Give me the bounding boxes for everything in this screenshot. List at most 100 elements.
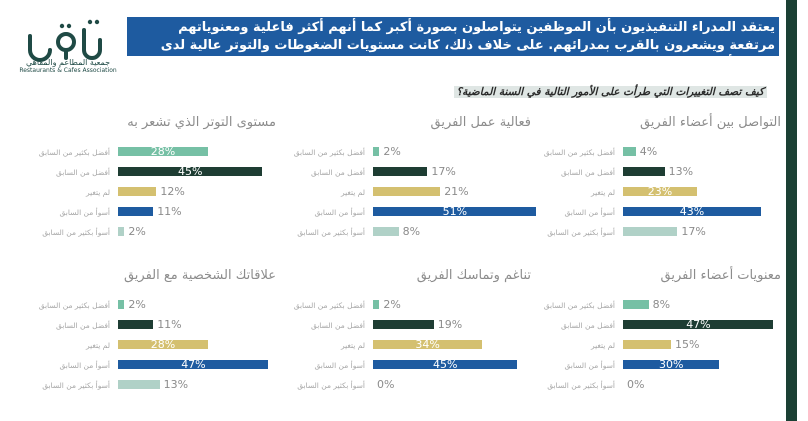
- chart-row: أسوأ بكثير من السابق 2%: [32, 223, 282, 243]
- category-label: لم يتغير: [340, 188, 365, 197]
- data-bar: [373, 167, 428, 176]
- chart-title: معنويات أعضاء الفريق: [660, 268, 781, 283]
- value-label: 19%: [437, 318, 463, 331]
- chart-row: أسوأ من السابق 47%: [32, 356, 282, 376]
- value-label: 4%: [639, 145, 658, 158]
- category-label: أسوأ من السابق: [314, 361, 365, 370]
- chart-row: لم يتغير 12%: [32, 183, 282, 203]
- category-label: أفضل من السابق: [310, 321, 365, 330]
- survey-question: كيف تصف التغييرات التي طرأت على الأمور ا…: [453, 86, 767, 98]
- chart-panel-personal-relations: علاقاتك الشخصية مع الفريق أفضل بكثير من ا…: [32, 268, 282, 408]
- value-label: 45%: [178, 165, 203, 178]
- chart-panel-team-morale: معنويات أعضاء الفريق أفضل بكثير من السابق…: [537, 268, 787, 408]
- value-label: 0%: [627, 378, 645, 391]
- logo-caption-arabic: جمعية المطاعم والمقاهي: [25, 58, 111, 67]
- data-bar: [623, 187, 697, 196]
- chart-panel-communication: التواصل بين أعضاء الفريق أفضل بكثير من ال…: [537, 115, 787, 255]
- category-label: أفضل بكثير من السابق: [543, 301, 615, 310]
- value-label: 2%: [383, 145, 401, 158]
- value-label: 30%: [659, 358, 684, 371]
- category-label: أسوأ من السابق: [564, 361, 615, 370]
- chart-row: لم يتغير 28%: [32, 336, 282, 356]
- value-label: 11%: [157, 205, 182, 218]
- category-label: أفضل بكثير من السابق: [38, 301, 110, 310]
- value-label: 34%: [415, 338, 440, 351]
- category-label: أسوأ بكثير من السابق: [297, 381, 365, 390]
- category-label: لم يتغير: [85, 341, 110, 350]
- chart-row: أسوأ بكثير من السابق 17%: [537, 223, 787, 243]
- summary-banner: يعتقد المدراء التنفيذيون بأن الموظفين يت…: [127, 17, 779, 71]
- value-label: 17%: [431, 165, 456, 178]
- chart-row: أفضل من السابق 11%: [32, 316, 282, 336]
- data-bar: [623, 227, 678, 236]
- chart-panel-team-effectiveness: فعالية عمل الفريق أفضل بكثير من السابق 2% أ…: [287, 115, 537, 255]
- value-label: 2%: [128, 298, 146, 311]
- data-bar: [373, 300, 380, 309]
- chart-title: علاقاتك الشخصية مع الفريق: [123, 268, 276, 283]
- data-bar: [373, 320, 434, 329]
- chart-row: أسوأ بكثير من السابق 0%: [287, 376, 537, 396]
- chart-title: مستوى التوتر الذي تشعر به: [127, 115, 276, 130]
- chart-row: أسوأ من السابق 45%: [287, 356, 537, 376]
- data-bar: [118, 147, 208, 156]
- data-bar: [118, 227, 125, 236]
- chart-row: أفضل بكثير من السابق 28%: [32, 143, 282, 163]
- chart-title: التواصل بين أعضاء الفريق: [639, 115, 781, 130]
- category-label: أفضل من السابق: [560, 168, 615, 177]
- chart-row: أفضل بكثير من السابق 2%: [287, 143, 537, 163]
- accent-bar: [786, 0, 797, 421]
- category-label: لم يتغير: [590, 188, 615, 197]
- chart-row: أسوأ من السابق 11%: [32, 203, 282, 223]
- data-bar: [623, 340, 671, 349]
- data-bar: [623, 300, 649, 309]
- category-label: أفضل بكثير من السابق: [543, 148, 615, 157]
- value-label: 23%: [647, 185, 673, 198]
- category-label: أسوأ بكثير من السابق: [297, 228, 365, 237]
- value-label: 47%: [686, 318, 711, 331]
- chart-row: أفضل من السابق 17%: [287, 163, 537, 183]
- category-label: أسوأ بكثير من السابق: [547, 228, 615, 237]
- data-bar: [118, 187, 157, 196]
- category-label: لم يتغير: [340, 341, 365, 350]
- data-bar: [118, 380, 160, 389]
- chart-row: أسوأ من السابق 43%: [537, 203, 787, 223]
- data-bar: [118, 360, 269, 369]
- chart-row: لم يتغير 21%: [287, 183, 537, 203]
- value-label: 13%: [163, 378, 189, 391]
- value-label: 15%: [675, 338, 700, 351]
- data-bar: [623, 360, 719, 369]
- value-label: 51%: [442, 205, 468, 218]
- chart-row: أفضل بكثير من السابق 8%: [537, 296, 787, 316]
- value-label: 2%: [128, 225, 146, 238]
- category-label: أسوأ من السابق: [564, 208, 615, 217]
- value-label: 17%: [681, 225, 706, 238]
- chart-panel-team-cohesion: تناغم وتماسك الفريق أفضل بكثير من السابق 2…: [287, 268, 537, 408]
- data-bar: [623, 320, 774, 329]
- data-bar: [373, 207, 537, 216]
- chart-row: أسوأ بكثير من السابق 13%: [32, 376, 282, 396]
- data-bar: [118, 300, 125, 309]
- chart-row: أسوأ بكثير من السابق 0%: [537, 376, 787, 396]
- category-label: أسوأ من السابق: [314, 208, 365, 217]
- chart-row: أسوأ من السابق 30%: [537, 356, 787, 376]
- category-label: أسوأ بكثير من السابق: [42, 381, 110, 390]
- category-label: أفضل من السابق: [560, 321, 615, 330]
- category-label: أفضل من السابق: [310, 168, 365, 177]
- logo-caption-english: Restaurants & Cafes Association: [19, 67, 117, 74]
- data-bar: [373, 227, 399, 236]
- category-label: أسوأ من السابق: [59, 361, 110, 370]
- data-bar: [118, 167, 262, 176]
- value-label: 11%: [157, 318, 182, 331]
- category-label: أفضل من السابق: [55, 321, 110, 330]
- chart-title: تناغم وتماسك الفريق: [416, 268, 531, 283]
- chart-row: أسوأ بكثير من السابق 8%: [287, 223, 537, 243]
- data-bar: [623, 207, 761, 216]
- value-label: 43%: [679, 205, 705, 218]
- value-label: 47%: [181, 358, 206, 371]
- chart-row: لم يتغير 15%: [537, 336, 787, 356]
- chart-row: أفضل من السابق 47%: [537, 316, 787, 336]
- chart-row: أسوأ من السابق 51%: [287, 203, 537, 223]
- chart-row: أفضل بكثير من السابق 2%: [32, 296, 282, 316]
- chart-row: أفضل بكثير من السابق 2%: [287, 296, 537, 316]
- category-label: أفضل من السابق: [55, 168, 110, 177]
